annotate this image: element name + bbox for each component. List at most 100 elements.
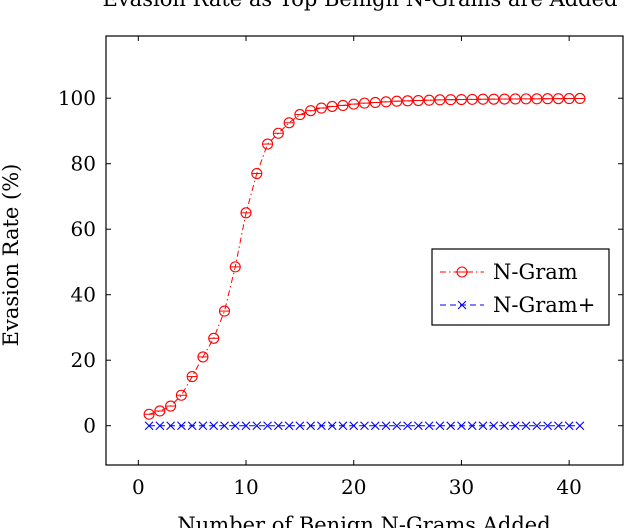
data-point <box>380 96 392 108</box>
data-point <box>457 421 466 431</box>
data-point <box>327 421 337 431</box>
data-point <box>370 421 380 431</box>
data-point <box>466 93 478 105</box>
data-point <box>424 421 434 431</box>
data-point <box>186 371 198 383</box>
series-ngram <box>143 92 586 420</box>
data-point <box>177 421 186 431</box>
data-point <box>488 93 500 105</box>
data-point <box>317 421 326 431</box>
data-point <box>532 421 542 431</box>
data-point <box>262 138 274 150</box>
data-point <box>477 93 489 105</box>
legend-label: N-Gram <box>493 260 578 284</box>
data-point <box>154 405 166 417</box>
data-point <box>423 94 435 106</box>
data-point <box>251 167 263 180</box>
x-tick-label: 10 <box>233 475 258 499</box>
data-point <box>294 109 306 121</box>
data-point <box>263 421 272 431</box>
data-point <box>489 421 499 431</box>
y-axis: 0 20 40 60 80 100 <box>58 86 623 438</box>
data-point <box>360 421 369 431</box>
data-point <box>521 421 531 431</box>
data-point <box>553 421 563 431</box>
y-tick-label: 0 <box>83 414 96 438</box>
data-point <box>305 105 317 117</box>
data-point <box>467 421 477 431</box>
data-point <box>284 421 294 431</box>
data-point <box>295 421 305 431</box>
plot-frame <box>105 35 624 466</box>
data-point <box>455 93 467 106</box>
data-point <box>229 261 241 273</box>
x-tick-label: 40 <box>556 475 581 499</box>
data-point <box>166 421 176 431</box>
data-point <box>252 421 262 431</box>
y-tick-label: 100 <box>58 86 96 110</box>
data-point <box>392 421 402 431</box>
data-point <box>218 305 231 317</box>
data-point <box>520 93 532 105</box>
data-point <box>403 421 412 431</box>
data-point <box>500 421 509 431</box>
data-point <box>563 92 575 105</box>
data-point <box>326 100 338 112</box>
data-point <box>349 421 359 431</box>
data-point <box>498 93 511 105</box>
data-point <box>402 95 414 107</box>
data-point <box>187 421 197 431</box>
x-tick-label: 30 <box>449 475 474 499</box>
data-point <box>509 93 521 105</box>
data-point <box>338 421 348 431</box>
data-point <box>273 421 283 431</box>
legend-marker <box>457 300 467 310</box>
data-point <box>564 421 574 431</box>
x-axis-label: Number of Benign N-Grams Added <box>177 513 550 528</box>
y-tick-label: 40 <box>71 283 96 307</box>
data-point <box>358 97 371 109</box>
data-point <box>198 421 208 431</box>
data-point <box>435 421 445 431</box>
legend-item: N-Gram <box>440 260 578 284</box>
y-axis-label: Evasion Rate (%) <box>0 164 23 347</box>
data-point <box>510 421 520 431</box>
series-layer <box>143 92 586 431</box>
legend-box <box>431 248 610 326</box>
data-point <box>543 421 552 431</box>
legend: N-Gram N-Gram+ <box>431 248 610 326</box>
data-point <box>175 389 187 401</box>
legend-label: N-Gram+ <box>493 293 595 317</box>
data-point <box>412 94 424 107</box>
data-point <box>369 96 381 109</box>
data-point <box>445 94 457 106</box>
data-point <box>575 421 585 431</box>
legend-marker <box>456 266 468 278</box>
data-point <box>144 421 154 431</box>
data-point <box>391 95 403 107</box>
y-tick-label: 20 <box>71 348 96 372</box>
data-point <box>241 421 251 431</box>
y-tick-label: 80 <box>71 152 96 176</box>
data-point <box>230 421 240 431</box>
data-point <box>283 117 295 129</box>
data-point <box>381 421 391 431</box>
data-point <box>552 93 564 105</box>
data-point <box>574 92 586 105</box>
data-point <box>165 400 177 412</box>
data-point <box>220 421 229 431</box>
data-point <box>337 99 349 111</box>
data-point <box>542 93 554 105</box>
y-tick-label: 60 <box>71 217 96 241</box>
x-axis: 0 10 20 30 40 <box>132 36 582 499</box>
data-point <box>315 102 327 114</box>
data-point <box>446 421 456 431</box>
chart-title: Evasion Rate as Top Benign N-Grams are A… <box>102 0 617 11</box>
data-point <box>240 207 252 219</box>
data-point <box>208 332 220 344</box>
data-point <box>434 94 446 106</box>
data-point <box>531 93 543 105</box>
data-point <box>478 421 488 431</box>
x-tick-label: 0 <box>132 475 145 499</box>
